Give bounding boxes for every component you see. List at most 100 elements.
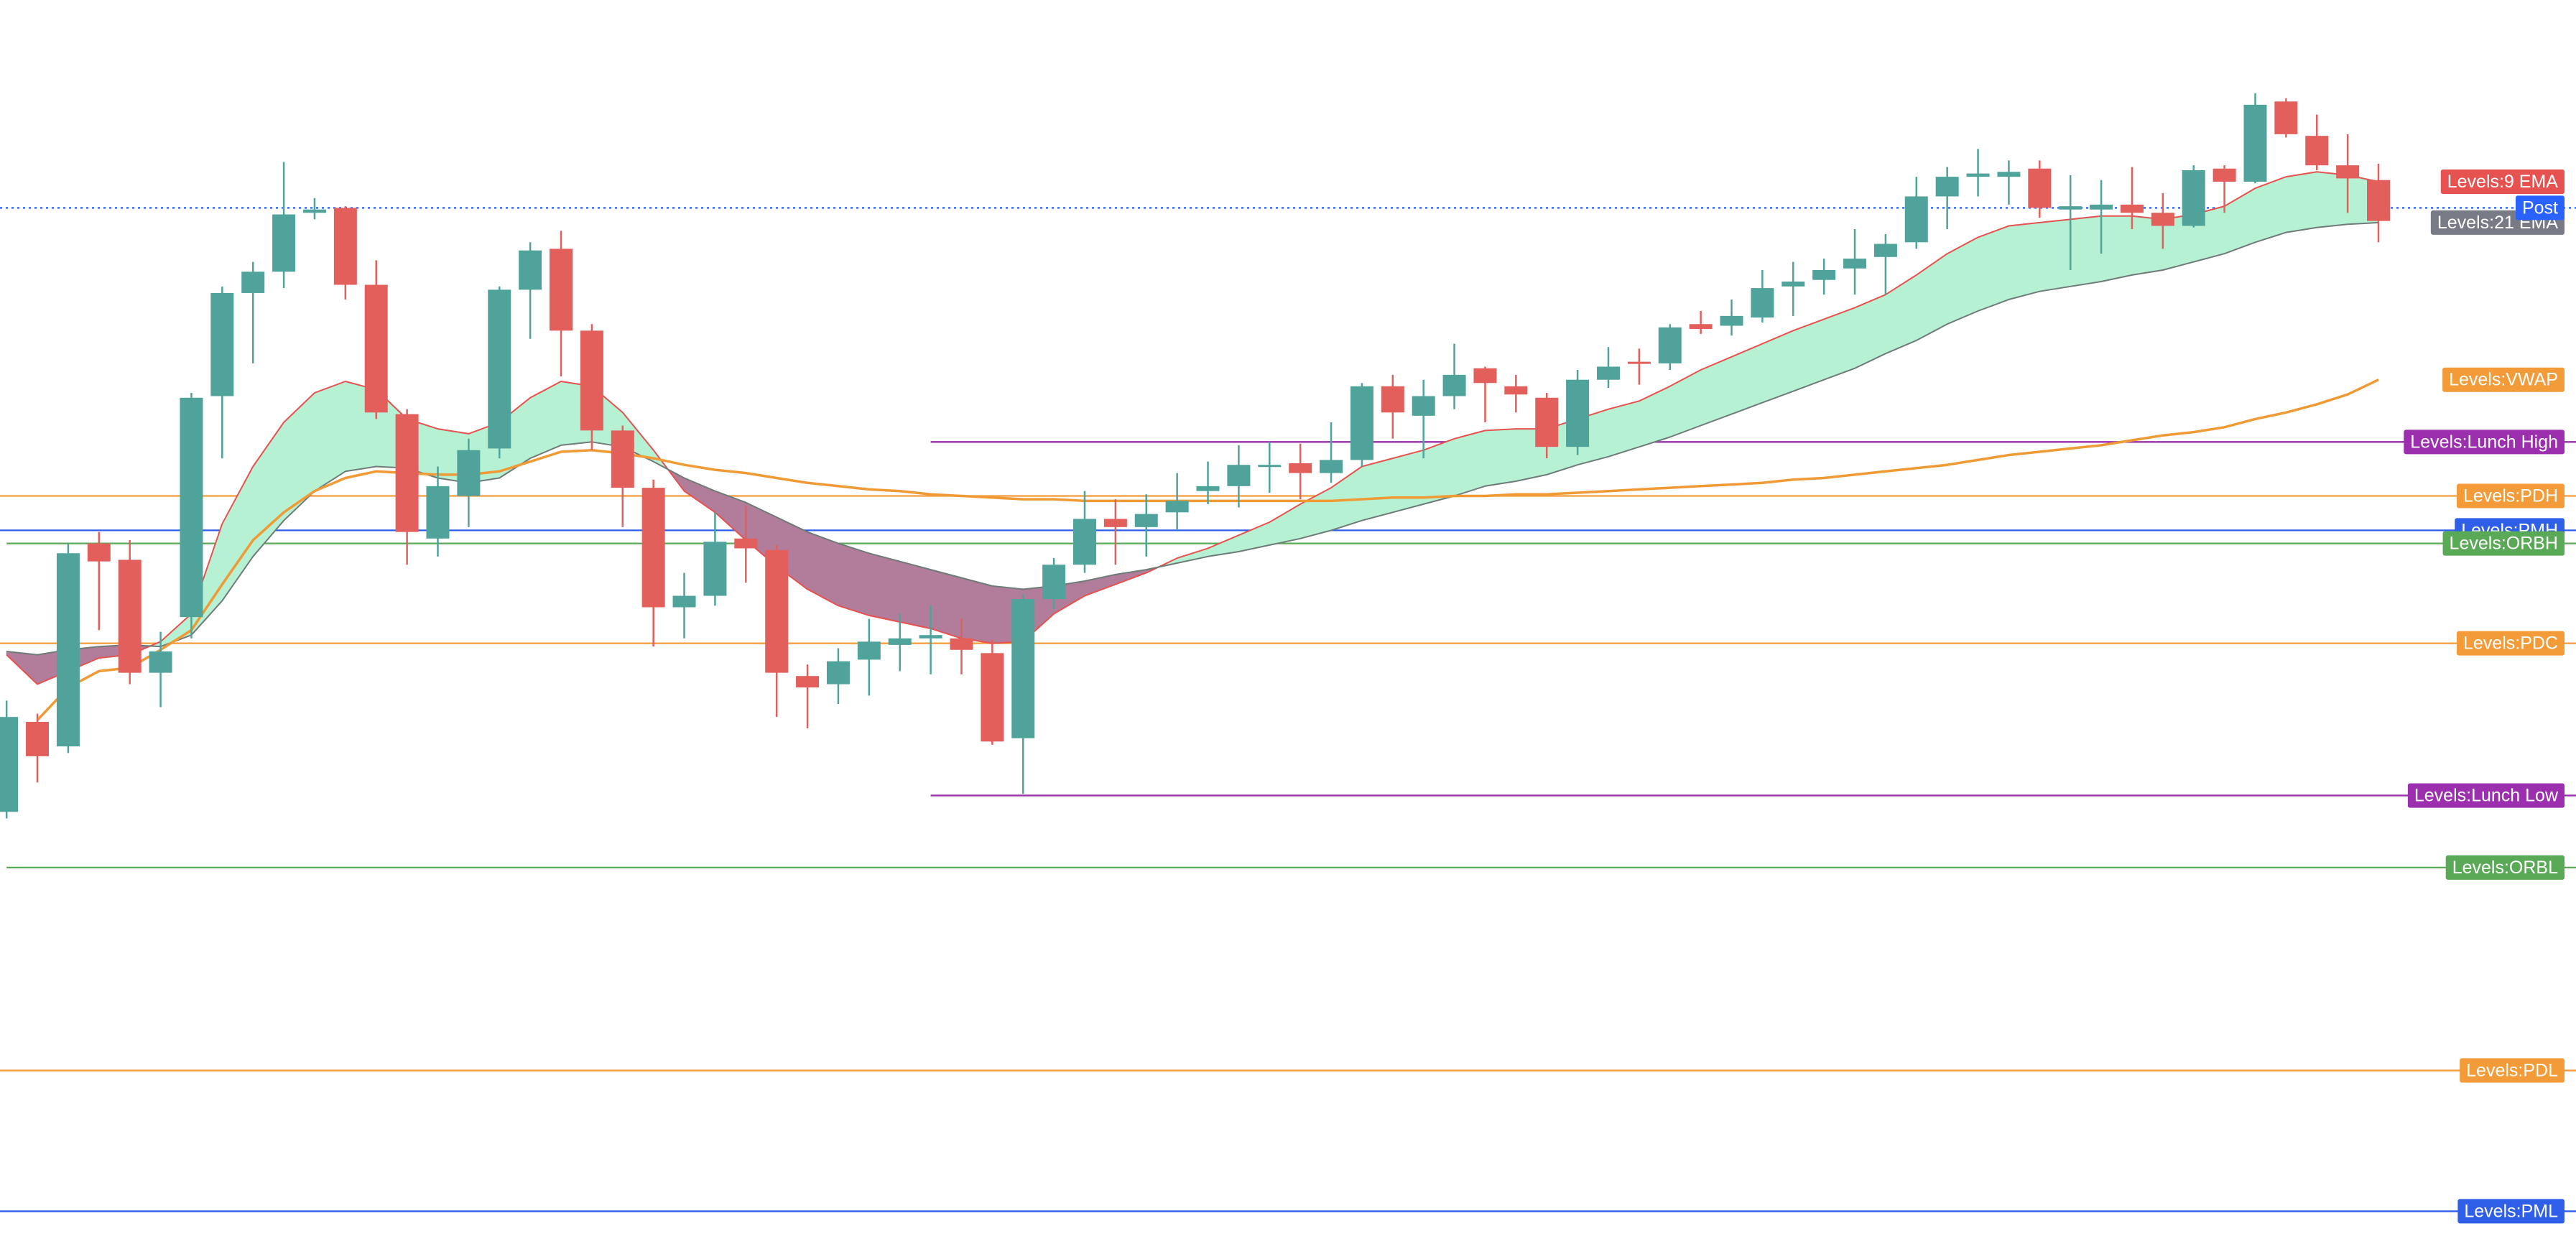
price-label-text: Levels:VWAP bbox=[2449, 370, 2558, 390]
ema-cloud bbox=[1238, 521, 1270, 552]
candle-body bbox=[1566, 379, 1590, 447]
candle-body bbox=[2120, 204, 2144, 213]
candle-body bbox=[2213, 168, 2236, 182]
price-label-bg bbox=[2445, 855, 2565, 880]
price-label: Levels:PDH bbox=[2457, 483, 2565, 509]
candle-body bbox=[641, 488, 665, 608]
candle-body bbox=[1935, 177, 1959, 197]
candle-body bbox=[919, 635, 942, 639]
price-label-text: Levels:9 EMA bbox=[2447, 172, 2559, 192]
ema-cloud bbox=[1916, 253, 1948, 341]
candle-body bbox=[457, 450, 481, 496]
candle-body bbox=[1072, 519, 1096, 565]
candle-body bbox=[1134, 514, 1158, 527]
candle-body bbox=[1381, 386, 1404, 413]
candle-body bbox=[1843, 259, 1867, 269]
candle-body bbox=[2028, 168, 2052, 208]
candle-body bbox=[1627, 361, 1651, 364]
ema-cloud bbox=[838, 542, 870, 616]
price-label: Levels:Lunch Low bbox=[2407, 783, 2565, 808]
candle-body bbox=[1873, 243, 1897, 257]
price-label-text: Levels:PDL bbox=[2466, 1060, 2558, 1080]
candle-body bbox=[826, 661, 850, 684]
price-label-text: Levels:PML bbox=[2464, 1201, 2558, 1221]
candle-body bbox=[1473, 368, 1497, 384]
price-label-bg bbox=[2404, 430, 2565, 455]
price-label: Levels:PDC bbox=[2457, 631, 2565, 656]
candle-body bbox=[1658, 327, 1682, 363]
candle-body bbox=[672, 595, 696, 608]
price-label: Levels:PML bbox=[2457, 1199, 2565, 1224]
price-label-bg bbox=[2440, 169, 2565, 194]
indicator-line bbox=[6, 171, 2379, 685]
candle-body bbox=[1720, 315, 1743, 326]
candle-body bbox=[765, 549, 789, 673]
price-label-text: Levels:Lunch High bbox=[2410, 432, 2558, 452]
ema-cloud bbox=[1484, 428, 1516, 487]
price-label: Levels:VWAP bbox=[2442, 367, 2565, 392]
ema-cloud bbox=[930, 569, 962, 639]
price-label-text: Levels:PDC bbox=[2463, 633, 2558, 654]
price-label-bg bbox=[2457, 483, 2565, 509]
ema-cloud bbox=[899, 561, 932, 629]
candle-body bbox=[180, 397, 203, 618]
candle-body bbox=[611, 430, 634, 488]
ema-cloud bbox=[2285, 171, 2317, 233]
price-label-bg bbox=[2460, 1058, 2565, 1083]
candle-body bbox=[1350, 386, 1373, 460]
candle-body bbox=[118, 560, 142, 673]
candle-body bbox=[87, 543, 111, 562]
candle-body bbox=[1689, 324, 1713, 330]
candle-body bbox=[149, 651, 172, 673]
candle-body bbox=[1011, 599, 1035, 738]
candle-body bbox=[1904, 196, 1928, 243]
candle-body bbox=[857, 641, 881, 660]
candle-body bbox=[1966, 173, 1990, 177]
candle-body bbox=[302, 209, 326, 213]
candle-body bbox=[981, 653, 1004, 742]
price-label-text: Levels:PDH bbox=[2463, 486, 2558, 506]
candle-body bbox=[26, 722, 50, 756]
price-label: Levels:9 EMA bbox=[2440, 169, 2565, 194]
ema-cloud bbox=[221, 466, 254, 602]
price-label: Post bbox=[2515, 195, 2565, 221]
candle-body bbox=[426, 486, 450, 539]
candle-body bbox=[1412, 396, 1435, 416]
candle-body bbox=[580, 330, 603, 431]
candle-body bbox=[888, 638, 912, 645]
candle-body bbox=[241, 271, 265, 293]
candle-body bbox=[364, 284, 388, 413]
ema-cloud bbox=[1792, 318, 1825, 392]
candle-body bbox=[488, 289, 511, 449]
candle-body bbox=[2059, 206, 2082, 210]
price-label: Levels:Lunch High bbox=[2404, 430, 2565, 455]
candle-body bbox=[1535, 397, 1559, 447]
candle-body bbox=[272, 214, 296, 272]
candle-body bbox=[0, 717, 19, 812]
ema-cloud bbox=[1978, 225, 2009, 312]
price-label-bg bbox=[2442, 367, 2565, 392]
ema-cloud bbox=[1177, 547, 1209, 564]
candle-body bbox=[1596, 366, 1620, 380]
price-label-text: Post bbox=[2522, 198, 2558, 218]
candle-body bbox=[333, 208, 357, 285]
candle-body bbox=[2336, 165, 2360, 179]
candle-body bbox=[550, 249, 573, 331]
ema-cloud bbox=[2100, 215, 2133, 282]
candle-body bbox=[2151, 213, 2174, 226]
ema-cloud bbox=[960, 577, 993, 644]
ema-cloud bbox=[1361, 458, 1394, 521]
ema-cloud bbox=[2008, 222, 2040, 300]
candle-body bbox=[1227, 465, 1251, 486]
candle-body bbox=[1504, 386, 1528, 395]
price-label-bg bbox=[2515, 195, 2565, 221]
candle-body bbox=[2367, 180, 2391, 221]
ema-cloud bbox=[1454, 430, 1486, 497]
ema-cloud bbox=[2070, 215, 2102, 287]
candle-body bbox=[734, 538, 758, 549]
candle-body bbox=[1103, 519, 1127, 527]
candle-body bbox=[210, 292, 234, 396]
candle-body bbox=[2182, 170, 2205, 226]
